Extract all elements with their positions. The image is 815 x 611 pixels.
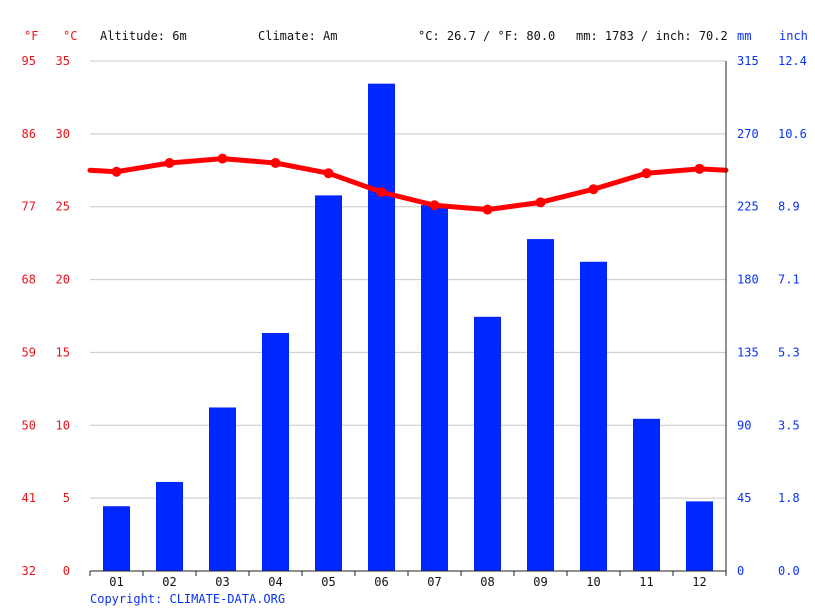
temperature-point bbox=[270, 158, 281, 168]
precipitation-bars bbox=[103, 83, 713, 572]
tick-label-inch: 3.5 bbox=[778, 418, 800, 432]
precip-bar bbox=[527, 239, 554, 571]
x-tick-label: 04 bbox=[268, 575, 282, 589]
x-tick-label: 06 bbox=[374, 575, 388, 589]
temperature-point bbox=[694, 163, 705, 174]
tick-label-inch: 12.4 bbox=[778, 54, 807, 68]
temp-summary: °C: 26.7 / °F: 80.0 bbox=[418, 29, 555, 43]
tick-label-mm: 90 bbox=[737, 418, 751, 432]
tick-label-mm: 135 bbox=[737, 345, 759, 359]
tick-label-c: 10 bbox=[56, 418, 70, 432]
unit-c-label: °C bbox=[63, 29, 77, 43]
tick-label-c: 35 bbox=[56, 54, 70, 68]
temperature-point bbox=[482, 204, 493, 215]
precip-bar bbox=[580, 261, 607, 571]
tick-label-f: 77 bbox=[22, 200, 36, 214]
tick-label-c: 5 bbox=[63, 491, 70, 505]
x-tick-label: 01 bbox=[109, 575, 123, 589]
tick-label-mm: 180 bbox=[737, 273, 759, 287]
tick-label-mm: 315 bbox=[737, 54, 759, 68]
unit-inch-label: inch bbox=[779, 29, 808, 43]
temperature-point bbox=[217, 153, 228, 164]
tick-label-f: 68 bbox=[22, 273, 36, 287]
x-tick-label: 02 bbox=[162, 575, 176, 589]
temperature-point bbox=[164, 158, 175, 168]
temperature-point bbox=[323, 168, 334, 179]
tick-label-f: 95 bbox=[22, 54, 36, 68]
x-tick-label: 05 bbox=[321, 575, 335, 589]
gridlines bbox=[90, 60, 726, 499]
tick-label-inch: 5.3 bbox=[778, 345, 800, 359]
tick-label-mm: 45 bbox=[737, 491, 751, 505]
tick-label-c: 15 bbox=[56, 345, 70, 359]
precip-bar bbox=[686, 501, 713, 571]
precip-summary: mm: 1783 / inch: 70.2 bbox=[576, 29, 728, 43]
precip-bar bbox=[474, 316, 501, 571]
precip-bar bbox=[368, 83, 395, 572]
tick-label-mm: 0 bbox=[737, 564, 744, 578]
axes bbox=[89, 61, 727, 576]
precip-bar bbox=[421, 205, 448, 571]
climate-label: Climate: Am bbox=[258, 29, 337, 43]
precip-bar bbox=[315, 195, 342, 571]
tick-label-inch: 0.0 bbox=[778, 564, 800, 578]
precip-bar bbox=[209, 407, 236, 571]
tick-labels: 95 35 315 12.4 86 30 270 10.6 77 25 225 8.9 68 20 180 7… bbox=[22, 54, 807, 589]
precip-bar bbox=[156, 481, 183, 571]
tick-label-mm: 225 bbox=[737, 200, 759, 214]
tick-label-c: 0 bbox=[63, 564, 70, 578]
unit-f-label: °F bbox=[24, 29, 38, 43]
tick-label-c: 25 bbox=[56, 200, 70, 214]
tick-label-c: 30 bbox=[56, 127, 70, 141]
x-tick-label: 11 bbox=[639, 575, 653, 589]
temperature-point bbox=[376, 187, 387, 198]
x-tick-label: 09 bbox=[533, 575, 547, 589]
temperature-line bbox=[87, 153, 729, 215]
tick-label-f: 32 bbox=[22, 564, 36, 578]
tick-label-inch: 8.9 bbox=[778, 200, 800, 214]
x-tick-label: 12 bbox=[692, 575, 706, 589]
tick-label-f: 41 bbox=[22, 491, 36, 505]
x-tick-label: 03 bbox=[215, 575, 229, 589]
precip-bar bbox=[103, 506, 130, 571]
temperature-point bbox=[111, 166, 122, 177]
tick-label-inch: 1.8 bbox=[778, 491, 800, 505]
tick-label-f: 59 bbox=[22, 345, 36, 359]
x-tick-label: 10 bbox=[586, 575, 600, 589]
precip-bar bbox=[262, 333, 289, 571]
temperature-point bbox=[429, 200, 440, 211]
precip-bar bbox=[633, 418, 660, 571]
unit-mm-label: mm bbox=[737, 29, 751, 43]
x-tick-label: 08 bbox=[480, 575, 494, 589]
tick-label-inch: 7.1 bbox=[778, 273, 800, 287]
tick-label-f: 50 bbox=[22, 418, 36, 432]
temperature-point bbox=[641, 168, 652, 179]
tick-label-mm: 270 bbox=[737, 127, 759, 141]
tick-label-inch: 10.6 bbox=[778, 127, 807, 141]
copyright: Copyright: CLIMATE-DATA.ORG bbox=[90, 592, 285, 606]
temperature-point bbox=[588, 184, 599, 195]
altitude-label: Altitude: 6m bbox=[100, 29, 187, 43]
tick-label-c: 20 bbox=[56, 273, 70, 287]
temperature-point bbox=[535, 197, 546, 208]
x-tick-label: 07 bbox=[427, 575, 441, 589]
temperature-series-line bbox=[87, 156, 729, 213]
tick-label-f: 86 bbox=[22, 127, 36, 141]
